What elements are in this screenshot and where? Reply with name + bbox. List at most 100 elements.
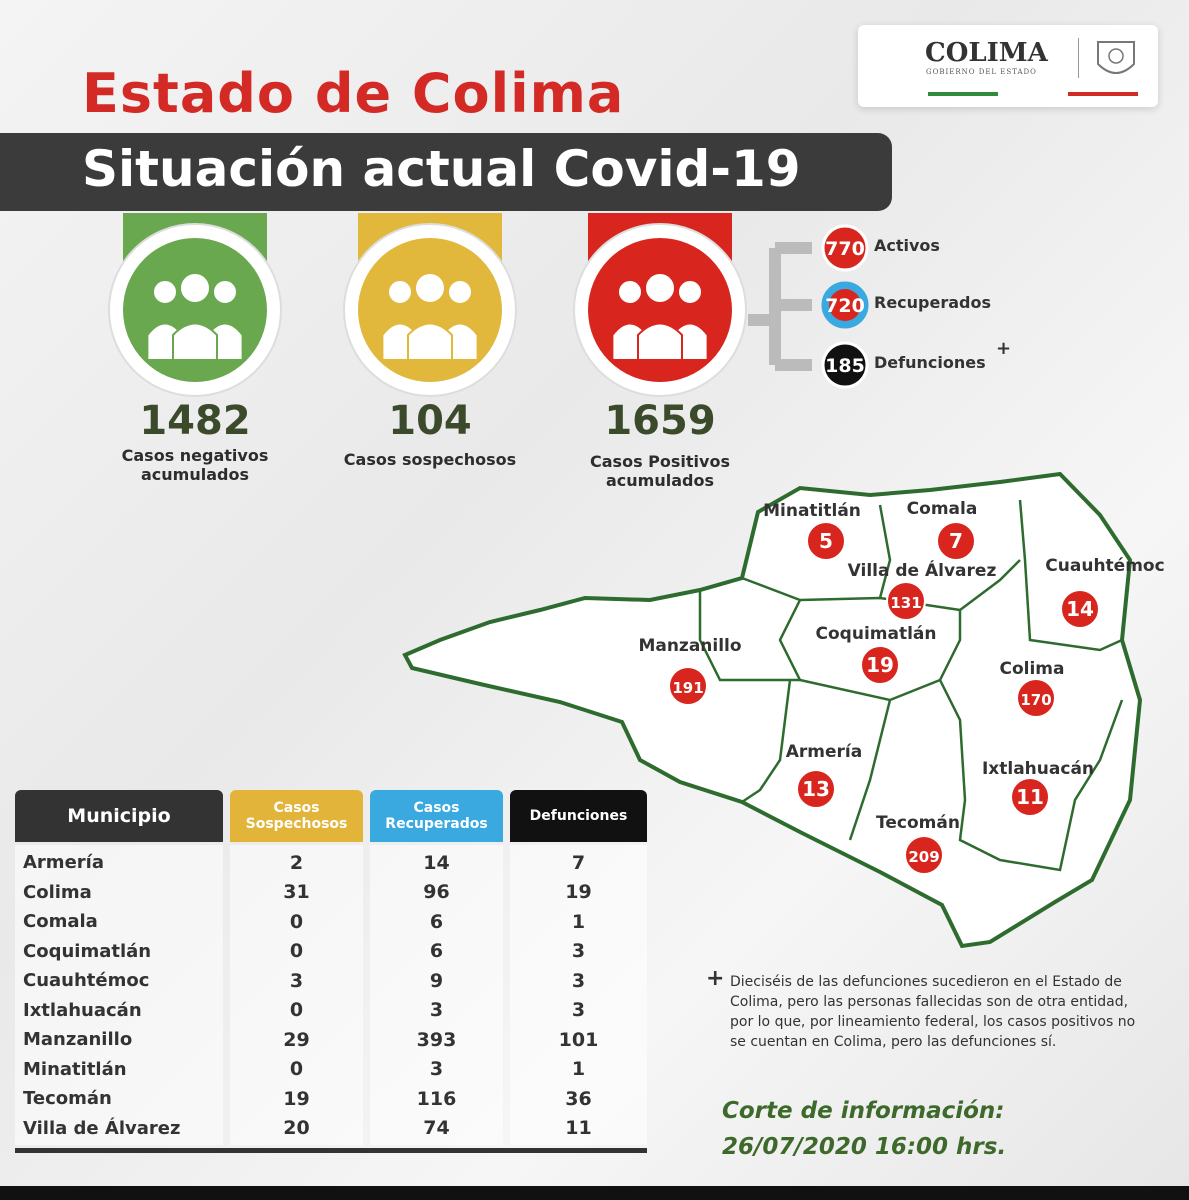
value-cell: 19 (565, 881, 592, 903)
municipality-cell: Manzanillo (23, 1029, 133, 1050)
value-cell: 0 (289, 940, 304, 962)
value-cell: 3 (429, 1058, 444, 1080)
case-marker (904, 835, 944, 875)
municipal-borders (698, 499, 1124, 872)
value-cell: 1 (571, 910, 586, 933)
value-cell: 20 (283, 1117, 310, 1139)
municipality-name: Armería (786, 742, 862, 762)
value-cell: 7 (571, 851, 586, 874)
footnote-mark: + (706, 966, 725, 991)
person-body (637, 322, 683, 361)
footnote-ref: + (996, 338, 1012, 359)
person-body (407, 322, 453, 361)
value-cell: 74 (423, 1117, 450, 1139)
municipality-cell: Cuauhtémoc (23, 970, 150, 991)
stat-label: Casos sospechosos (343, 450, 517, 469)
municipality-name: Manzanillo (638, 636, 741, 656)
breakdown-label: Defunciones (874, 353, 986, 372)
logo-emblem (1097, 41, 1135, 74)
municipality-cell: Coquimatlán (23, 940, 152, 962)
case-count: 11 (1016, 785, 1044, 809)
table-rule (15, 1148, 647, 1153)
table-column (15, 845, 223, 1145)
municipality-cell: Tecomán (23, 1088, 112, 1109)
case-marker (1010, 777, 1050, 817)
case-count: 131 (890, 594, 921, 612)
person-head (212, 279, 238, 305)
subtitle: Situación actual Covid-19 (82, 140, 801, 198)
breakdown-circle (821, 341, 869, 389)
case-marker (796, 769, 836, 809)
value-cell: 101 (558, 1028, 599, 1051)
case-marker (860, 645, 900, 685)
value-cell: 3 (571, 999, 586, 1021)
breakdown-label: Activos (874, 236, 940, 255)
value-cell: 6 (429, 910, 444, 933)
stat-graphics: 770 720 185 (108, 213, 869, 397)
value-cell: 11 (565, 1117, 592, 1139)
table-header: Casos Recuperados (370, 790, 503, 842)
title-bar (0, 133, 892, 211)
case-count: 5 (819, 529, 833, 553)
state-outline (402, 471, 1143, 949)
breakdown-value: 720 (825, 295, 865, 317)
breakdown-inner (829, 289, 861, 321)
breakdown-label: Recuperados (874, 293, 992, 312)
municipality-name: Minatitlán (763, 501, 861, 521)
value-cell: 3 (571, 940, 586, 962)
person-body (172, 322, 218, 361)
value-cell: 3 (571, 969, 586, 992)
municipality-cell: Ixtlahuacán (23, 999, 142, 1021)
stat-value: 104 (388, 398, 472, 444)
breakdown-value: 185 (825, 355, 865, 377)
case-marker (1016, 678, 1056, 718)
municipality-name: Coquimatlán (816, 624, 937, 644)
municipality-cell: Colima (23, 881, 92, 903)
municipality-name: Villa de Álvarez (848, 559, 997, 581)
person-head (387, 279, 413, 305)
value-cell: 31 (283, 881, 310, 903)
person-head (414, 272, 446, 304)
value-cell: 36 (565, 1087, 592, 1110)
stat-value: 1659 (604, 398, 716, 444)
title: Estado de Colima (82, 62, 625, 125)
logo-subtitle: GOBIERNO DEL ESTADO (926, 68, 1037, 76)
table-column (370, 845, 503, 1145)
municipality-name: Ixtlahuacán (982, 759, 1094, 779)
flag-green (928, 92, 998, 96)
case-count: 19 (866, 653, 894, 677)
stat-label: Casos negativos acumulados (121, 446, 269, 484)
case-marker (886, 581, 926, 621)
value-cell: 14 (423, 851, 450, 874)
cutoff-date: 26/07/2020 16:00 hrs. (722, 1134, 1007, 1160)
value-cell: 9 (429, 969, 444, 992)
municipality-name: Cuauhtémoc (1045, 556, 1164, 576)
logo-name: COLIMA (925, 38, 1048, 68)
municipality-name: Comala (907, 499, 978, 519)
stat-label: Casos Positivos acumulados (590, 452, 730, 490)
municipality-name: Tecomán (876, 813, 960, 833)
value-cell: 6 (429, 940, 444, 962)
person-head (447, 279, 473, 305)
municipality-name: Colima (1000, 659, 1065, 679)
value-cell: 2 (289, 851, 304, 874)
case-count: 14 (1066, 597, 1094, 621)
breakdown-circle (821, 224, 869, 272)
case-marker (936, 521, 976, 561)
case-count: 7 (949, 529, 963, 553)
value-cell: 116 (416, 1087, 457, 1110)
table-header: Casos Sospechosos (230, 790, 363, 842)
municipality-cell: Comala (23, 911, 98, 932)
value-cell: 3 (429, 999, 444, 1021)
cutoff-label: Corte de información: (722, 1098, 1005, 1124)
value-cell: 1 (571, 1058, 586, 1080)
case-marker (806, 521, 846, 561)
case-count: 13 (802, 777, 830, 801)
table-header: Defunciones (510, 790, 647, 842)
municipality-cell: Minatitlán (23, 1058, 127, 1080)
case-marker (668, 666, 708, 706)
person-head (644, 272, 676, 304)
bottom-bar (0, 1186, 1189, 1200)
